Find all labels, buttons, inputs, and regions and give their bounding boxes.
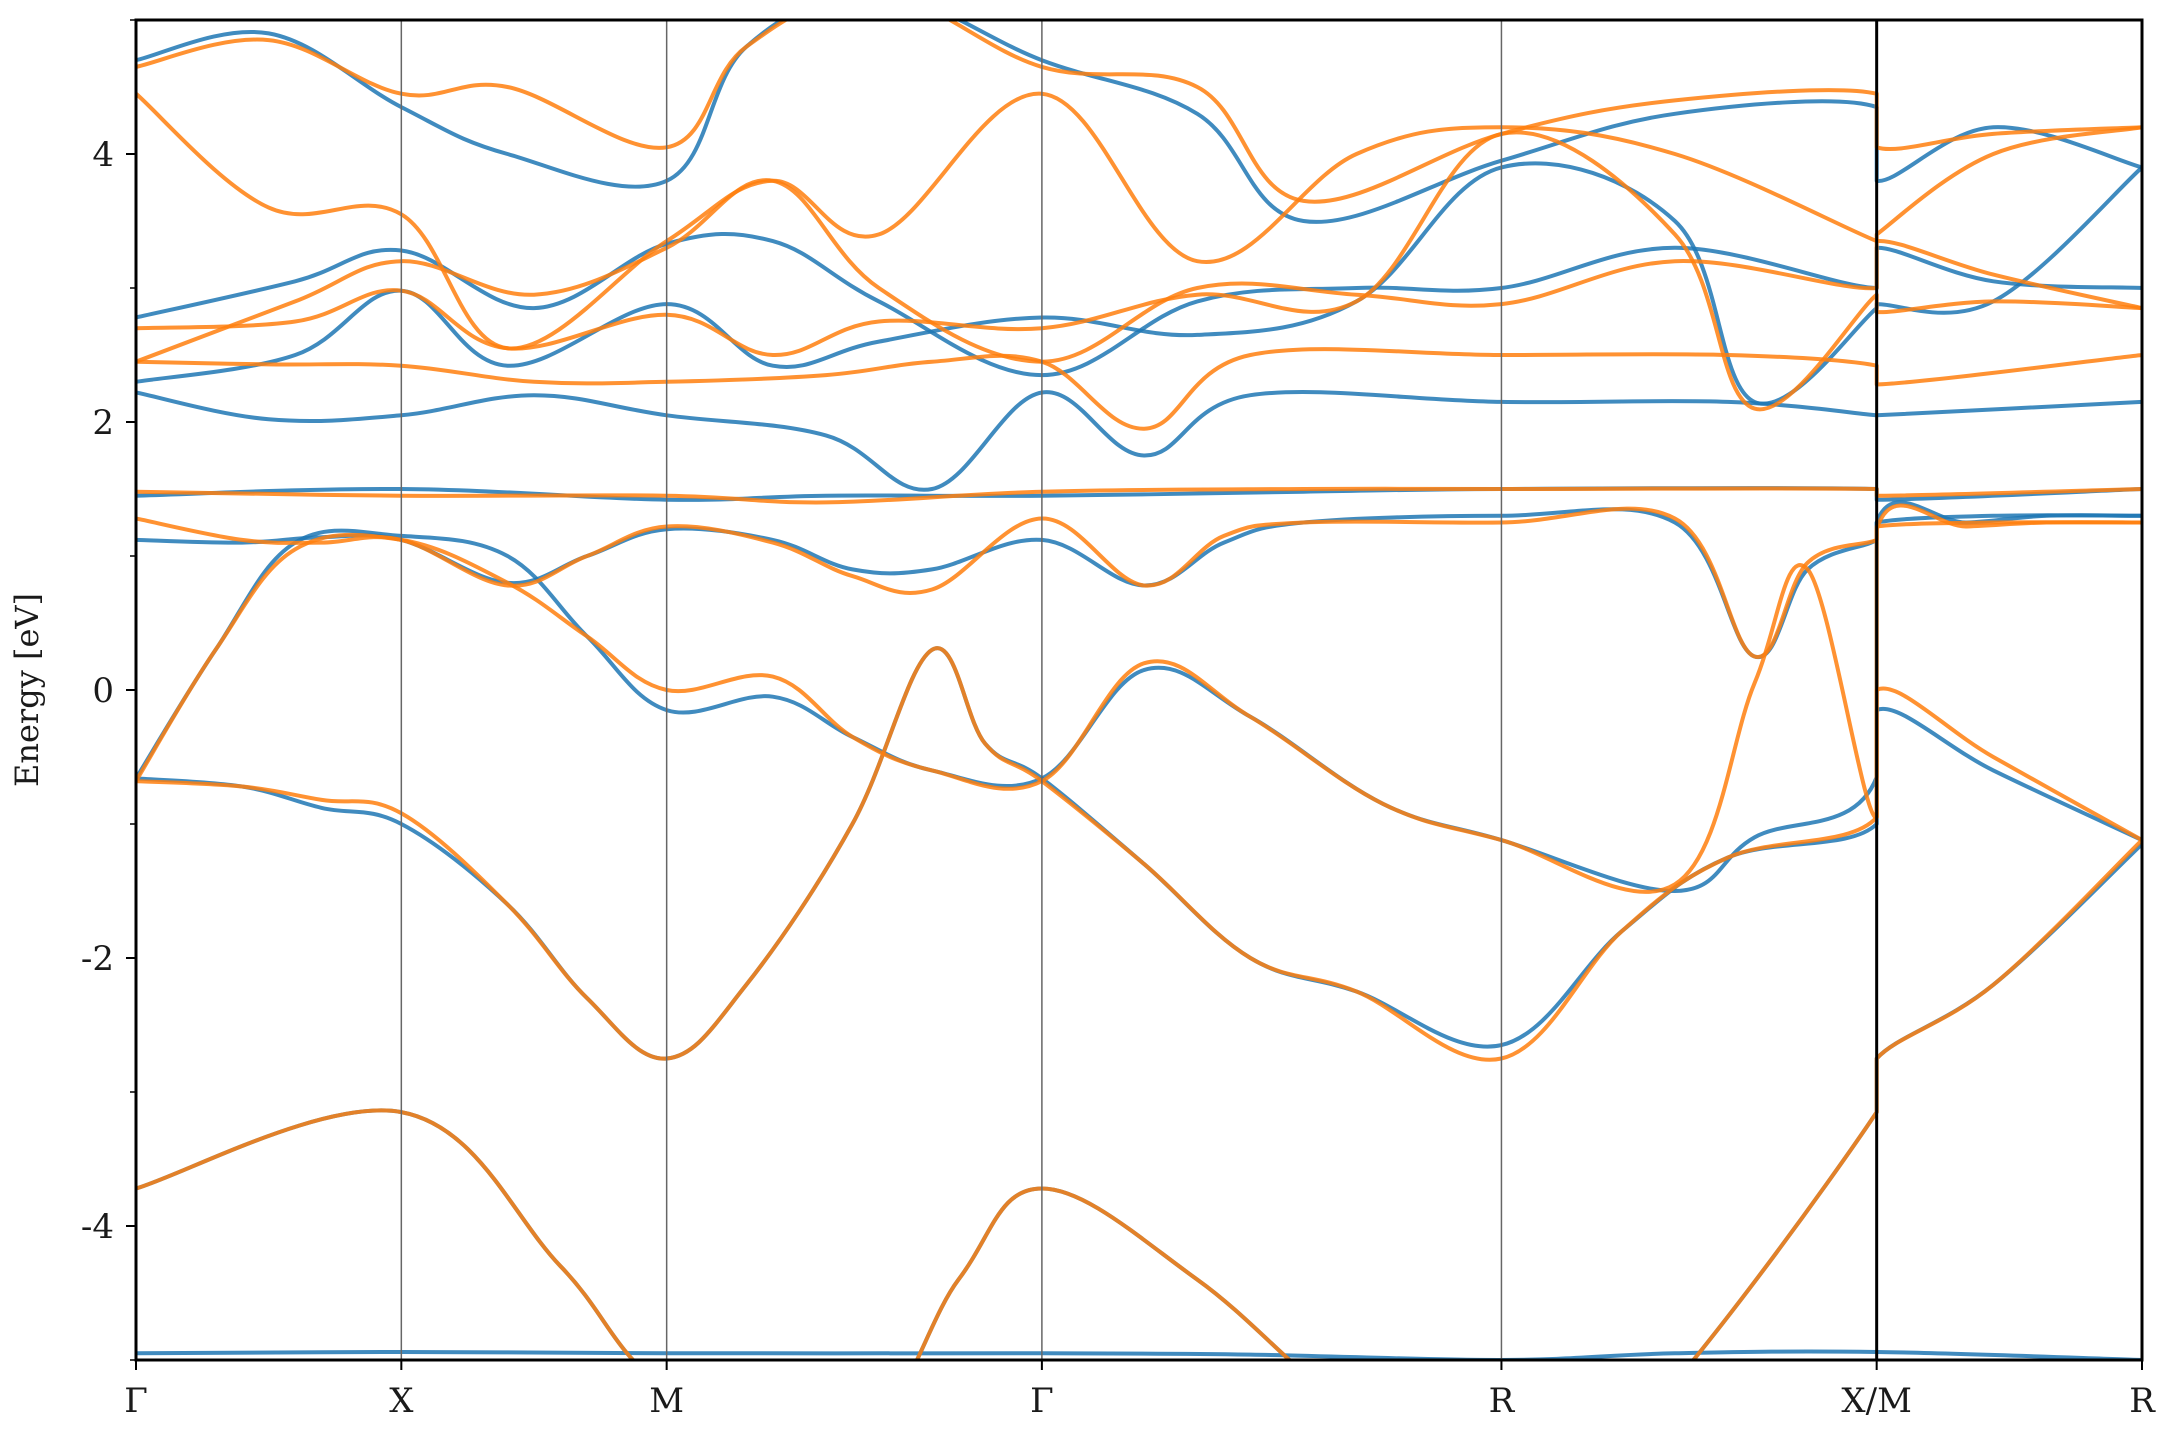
x-tick-label: Γ [1030, 1381, 1054, 1421]
band-line-series-0-7 [136, 161, 2142, 406]
y-tick-label: 0 [92, 671, 114, 711]
bands-layer [136, 20, 2142, 1360]
band-line-series-0-6 [136, 390, 2142, 492]
band-line-series-1-5 [136, 347, 2142, 431]
x-tick-label: R [1489, 1381, 1516, 1421]
band-line-series-1-0 [136, 838, 2142, 1360]
x-tick-label: X/M [1841, 1381, 1911, 1421]
y-axis-label: Energy [eV] [8, 593, 46, 787]
x-tick-label: Γ [124, 1381, 148, 1421]
band-line-series-0-0 [136, 1349, 2142, 1360]
band-line-series-0-2 [136, 646, 2142, 1061]
x-axis: Γ X M Γ R X/M R [124, 1360, 2156, 1421]
band-line-series-1-3 [136, 506, 2142, 659]
band-line-series-1-2 [136, 503, 2142, 894]
band-line-series-1-4 [136, 486, 2142, 505]
band-line-series-0-3 [136, 500, 2142, 894]
x-tick-label: R [2129, 1381, 2156, 1421]
band-line-series-1-1 [136, 646, 2142, 1062]
band-line-series-1-6 [136, 130, 2142, 412]
band-line-series-1-8 [136, 20, 2142, 204]
y-tick-label: -4 [81, 1207, 114, 1247]
x-tick-label: M [649, 1381, 684, 1421]
y-tick-label: -2 [81, 939, 114, 979]
kpoint-lines [400, 20, 1879, 1360]
y-tick-label: 4 [92, 135, 114, 175]
y-axis: -4 -2 0 2 4 [81, 19, 136, 1361]
band-line-series-0-9 [136, 20, 2142, 224]
x-tick-label: X [389, 1381, 414, 1421]
band-line-series-1-7 [136, 178, 2142, 364]
y-tick-label: 2 [92, 403, 114, 443]
